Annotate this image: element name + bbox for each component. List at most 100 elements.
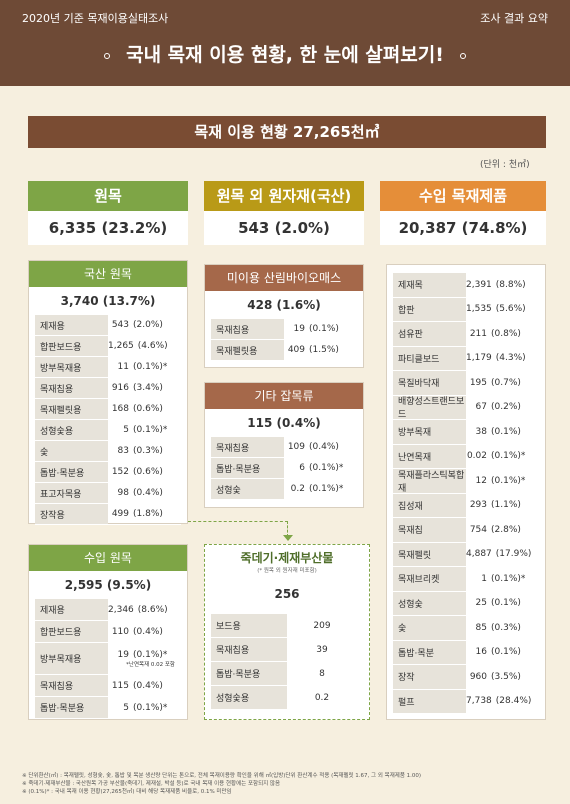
table-row: 톱밥·목분 16 (0.1%): [393, 640, 539, 665]
imported-log-rows: 제재용 2,346 (8.6%) 합판보드용 110 (0.4%) 방부목재용 19 (0.1%…: [29, 599, 187, 719]
category-raw: 원목 외 원자재(국산) 543 (2.0%): [204, 181, 364, 245]
table-row: 제재용 543 (2.0%): [35, 315, 181, 336]
row-percent: (28.4%): [495, 696, 532, 707]
row-number: 67: [475, 402, 487, 413]
row-percent: (8.6%): [137, 604, 168, 615]
table-row: 톱밥·목분용 6 (0.1%)*: [211, 458, 357, 479]
row-percent: (4.6%): [137, 341, 168, 351]
imported-products-box: 제재목 2,391 (8.8%) 합판 1,535 (5.6%) 섬유판 211 (0.8%) 파…: [386, 264, 546, 720]
imported-log-title: 수입 원목: [29, 545, 187, 571]
row-label: 방부목재: [393, 420, 466, 444]
category-log-title: 원목: [28, 181, 188, 211]
page-title-text: 국내 목재 이용 현황, 한 눈에 살펴보기!: [126, 44, 444, 66]
table-row: 성형숯용 0.2: [211, 686, 363, 710]
connector-line: [188, 521, 288, 522]
row-number: 39: [316, 644, 328, 655]
row-value: 16 (0.1%): [466, 641, 539, 665]
row-value: 293 (1.1%): [466, 494, 539, 518]
table-row: 톱밥·목분용 5 (0.1%)*: [35, 697, 181, 719]
row-value: 4,887 (17.9%): [466, 543, 539, 567]
row-percent: (0.1%): [491, 426, 521, 437]
row-percent: (0.4%): [133, 680, 163, 691]
unit-label: (단위 : 천㎥): [480, 160, 530, 170]
row-percent: (0.1%)*: [133, 425, 168, 435]
row-label: 성형숯용: [211, 686, 287, 709]
row-label: 난연목재: [393, 444, 466, 468]
row-number: 293: [469, 500, 487, 511]
row-label: 목재칩용: [211, 638, 287, 661]
table-row: 파티클보드 1,179 (4.3%): [393, 346, 539, 371]
row-value: 109 (0.4%): [284, 437, 357, 457]
table-row: 목재플라스틱복합재 12 (0.1%)*: [393, 469, 539, 494]
row-number: 1,535: [466, 304, 492, 315]
row-percent: (0.4%): [133, 488, 163, 498]
row-percent: (0.1%): [309, 324, 339, 334]
row-label: 합판보드용: [35, 336, 108, 356]
row-percent: (4.3%): [495, 353, 526, 364]
row-label: 성형숯: [211, 479, 284, 499]
row-label: 방부목재용: [35, 357, 108, 377]
table-row: 합판보드용 1,265 (4.6%): [35, 336, 181, 357]
row-label: 톱밥·목분용: [35, 462, 108, 482]
footnotes: ※ 단위환산(㎥) : 목재펠릿, 성형숯, 숯, 톱밥 및 목분 생산량 단위…: [22, 772, 552, 796]
table-row: 목재브리켓 1 (0.1%)*: [393, 567, 539, 592]
biomass-total: 428 (1.6%): [247, 298, 321, 312]
page-title: 국내 목재 이용 현황, 한 눈에 살펴보기!: [0, 40, 570, 67]
row-number: 1,265: [108, 341, 134, 351]
footnote-2: ※ 죽데기·제재부산물 : 국산원목 가공 부산물(죽데기, 제재설, 박설 등…: [22, 781, 281, 787]
table-row: 난연목재 0.02 (0.1%)*: [393, 444, 539, 469]
row-percent: (1.8%): [133, 509, 163, 519]
row-percent: (0.4%): [133, 626, 163, 637]
table-row: 목질바닥재 195 (0.7%): [393, 371, 539, 396]
row-value: 754 (2.8%): [466, 518, 539, 542]
row-value: 7,738 (28.4%): [466, 690, 539, 714]
table-row: 장작 960 (3.5%): [393, 665, 539, 690]
row-value: 1,535 (5.6%): [466, 298, 539, 322]
row-value: 0.2: [287, 686, 363, 709]
table-row: 목재펠릿용 168 (0.6%): [35, 399, 181, 420]
row-label: 제재용: [35, 599, 108, 620]
row-number: 98: [117, 488, 129, 498]
row-number: 209: [313, 620, 331, 631]
table-row: 성형숯 25 (0.1%): [393, 591, 539, 616]
row-label: 목재칩용: [211, 319, 284, 339]
imported-log-box: 수입 원목 2,595 (9.5%) 제재용 2,346 (8.6%) 합판보드용 11…: [28, 544, 188, 720]
byproduct-box: 죽데기·제재부산물 (* 원목 외 원자재 미포함) 256 보드용 209 목재칩…: [204, 544, 370, 720]
row-number: 211: [469, 328, 487, 339]
row-label: 톱밥·목분용: [211, 662, 287, 685]
table-row: 목재칩용 19 (0.1%): [211, 319, 357, 340]
row-label: 목재칩용: [35, 378, 108, 398]
category-raw-value: 543 (2.0%): [204, 211, 364, 245]
category-import-title: 수입 목재제품: [380, 181, 546, 211]
row-value: 19 (0.1%): [284, 319, 357, 339]
row-value: 1,265 (4.6%): [108, 336, 181, 356]
total-banner: 목재 이용 현황 27,265천㎥: [28, 116, 546, 148]
row-number: 8: [319, 668, 325, 679]
table-row: 제재목 2,391 (8.8%): [393, 273, 539, 298]
row-percent: (0.7%): [491, 377, 521, 388]
footnote-3: ※ (0.1%)* : 국내 목재 이용 현황(27,265천㎥) 대비 해당 …: [22, 789, 232, 795]
table-row: 표고자목용 98 (0.4%): [35, 483, 181, 504]
row-number: 152: [111, 467, 129, 477]
row-value: 5 (0.1%)*: [108, 697, 181, 718]
arrow-down-icon: [283, 535, 293, 541]
row-number: 168: [111, 404, 129, 414]
row-percent: (0.8%): [491, 328, 521, 339]
header-topline: 2020년 기준 목재이용실태조사 조사 결과 요약: [22, 10, 548, 26]
row-value: 1,179 (4.3%): [466, 347, 539, 371]
row-percent: (2.8%): [491, 524, 521, 535]
row-label: 목재칩용: [211, 437, 284, 457]
circle-dot-icon: [459, 52, 466, 59]
table-row: 집성재 293 (1.1%): [393, 493, 539, 518]
row-value: 39: [287, 638, 363, 661]
row-number: 7,738: [466, 696, 492, 707]
category-log-value: 6,335 (23.2%): [28, 211, 188, 245]
row-percent: (0.3%): [133, 446, 163, 456]
table-row: 배향성스트랜드보드 67 (0.2%): [393, 395, 539, 420]
row-value: 5 (0.1%)*: [108, 420, 181, 440]
row-label: 집성재: [393, 493, 466, 517]
row-label: 방부목재용: [35, 643, 108, 674]
category-import-value: 20,387 (74.8%): [380, 211, 546, 245]
row-number: 2,391: [466, 279, 492, 290]
row-value: 2,391 (8.8%): [466, 273, 539, 297]
